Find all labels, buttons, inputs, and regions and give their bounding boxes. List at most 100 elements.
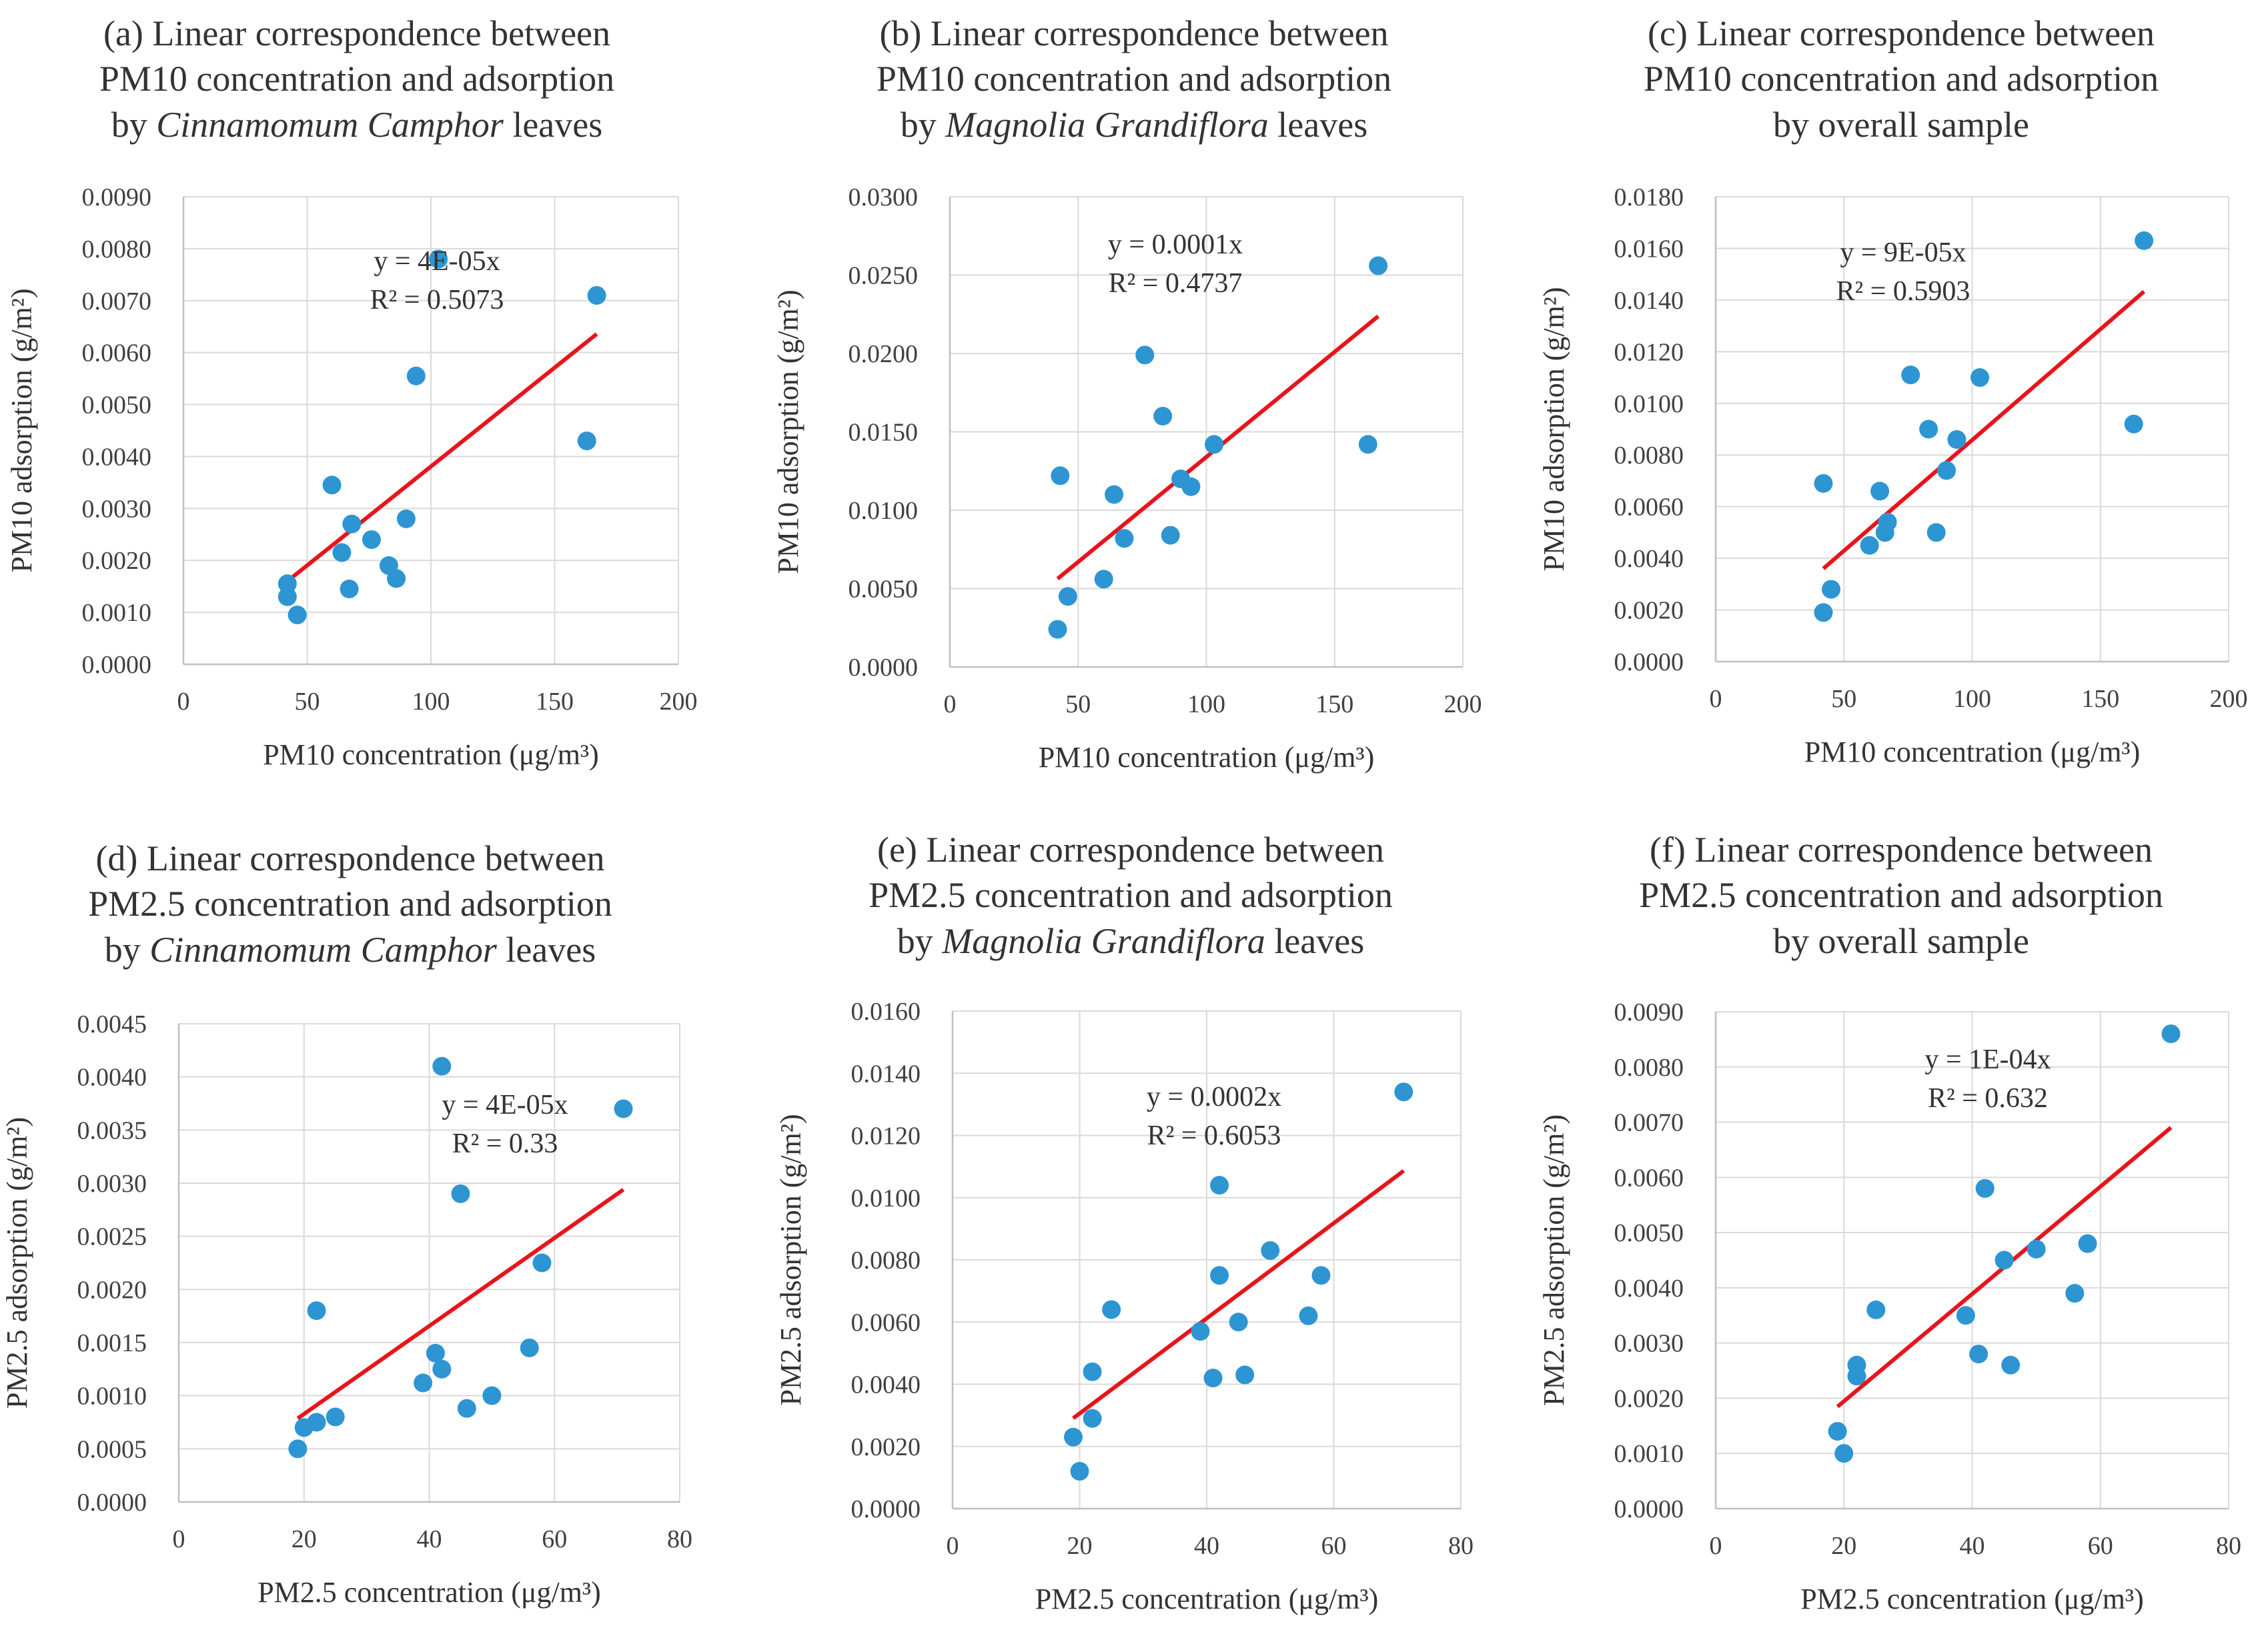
data-point	[332, 543, 352, 562]
data-point	[1161, 526, 1180, 545]
title-prefix: by	[901, 105, 946, 145]
y-tick-label: 0.0030	[77, 1170, 147, 1198]
x-tick-label: 100	[1953, 685, 1991, 713]
chart-title-line1: (a) Linear correspondence between	[103, 13, 610, 53]
y-tick-label: 0.0070	[82, 287, 152, 315]
y-tick-label: 0.0040	[77, 1064, 147, 1092]
chart-panel-e: (e) Linear correspondence between PM2.5 c…	[774, 830, 1474, 1615]
y-tick-label: 0.0035	[77, 1116, 147, 1144]
y-tick-label: 0.0005	[77, 1435, 147, 1463]
chart-title-line1: (b) Linear correspondence between	[879, 13, 1388, 53]
x-axis-label: PM10 concentration (μg/m³)	[1039, 741, 1375, 774]
data-point	[1860, 536, 1879, 555]
y-tick-label: 0.0040	[851, 1371, 921, 1399]
x-tick-label: 200	[2210, 685, 2248, 713]
y-tick-label: 0.0080	[82, 235, 152, 263]
chart-title-line2: PM10 concentration and adsorption	[877, 59, 1391, 99]
x-tick-label: 200	[1444, 690, 1482, 718]
data-point	[432, 1359, 452, 1379]
y-tick-label: 0.0080	[1614, 442, 1684, 470]
x-axis-label: PM2.5 concentration (μg/m³)	[257, 1576, 601, 1609]
y-tick-label: 0.0010	[1614, 1440, 1684, 1468]
data-point	[1205, 435, 1224, 454]
data-point	[429, 249, 448, 269]
y-axis-label: PM2.5 adsorption (g/m²)	[774, 1114, 807, 1405]
trendline	[296, 1188, 625, 1421]
chart-panel-f: (f) Linear correspondence between PM2.5 c…	[1538, 830, 2241, 1615]
data-point	[1358, 435, 1377, 454]
chart-title-line2: PM2.5 concentration and adsorption	[869, 875, 1393, 915]
title-suffix: leaves	[497, 930, 596, 970]
data-point	[1181, 477, 1201, 496]
data-point	[414, 1373, 433, 1393]
data-point	[1901, 365, 1920, 385]
x-tick-label: 150	[1315, 690, 1353, 718]
data-point	[277, 587, 297, 606]
data-point	[307, 1413, 326, 1432]
chart-title-line3: by Cinnamomum Camphor leaves	[105, 930, 596, 970]
data-point	[520, 1338, 539, 1357]
data-point	[1115, 529, 1134, 548]
data-point	[1235, 1365, 1255, 1385]
y-axis-label: PM2.5 adsorption (g/m²)	[1538, 1114, 1570, 1406]
y-tick-label: 0.0180	[1614, 183, 1684, 211]
chart-title-line2: PM2.5 concentration and adsorption	[1639, 875, 2163, 915]
x-tick-label: 20	[1067, 1532, 1093, 1560]
data-point	[326, 1407, 345, 1427]
data-point	[457, 1399, 476, 1418]
x-tick-label: 80	[667, 1525, 692, 1553]
x-tick-label: 0	[173, 1525, 185, 1553]
y-tick-label: 0.0140	[851, 1060, 921, 1088]
y-tick-label: 0.0000	[77, 1489, 147, 1517]
x-tick-label: 40	[417, 1525, 442, 1553]
data-point	[1970, 368, 1990, 387]
y-tick-label: 0.0080	[851, 1247, 921, 1275]
data-point	[1828, 1422, 1847, 1441]
y-tick-label: 0.0045	[77, 1010, 147, 1038]
data-point	[1051, 466, 1070, 486]
y-axis-label: PM10 adsorption (g/m²)	[5, 288, 38, 572]
data-point	[1210, 1266, 1229, 1285]
title-prefix: by overall sample	[1773, 105, 2029, 145]
trendline-equation: y = 1E-04x	[1924, 1044, 2051, 1075]
data-point	[532, 1253, 552, 1273]
data-point	[2065, 1284, 2085, 1303]
data-point	[1969, 1345, 1989, 1364]
data-point	[587, 285, 606, 305]
y-tick-label: 0.0300	[848, 183, 919, 211]
title-species: Magnolia Grandiflora	[941, 921, 1265, 961]
y-axis-label: PM2.5 adsorption (g/m²)	[1, 1117, 33, 1409]
y-tick-label: 0.0040	[1614, 1275, 1684, 1303]
data-point	[1956, 1306, 1975, 1325]
x-tick-label: 40	[1960, 1532, 1985, 1560]
data-point	[1947, 430, 1966, 449]
data-point	[1191, 1322, 1210, 1341]
y-tick-label: 0.0050	[82, 391, 152, 420]
data-point	[2124, 414, 2143, 434]
data-point	[288, 1439, 308, 1459]
data-point	[1878, 512, 1897, 532]
chart-panel-c: (c) Linear correspondence between PM10 co…	[1538, 13, 2248, 768]
y-tick-label: 0.0060	[82, 339, 152, 367]
y-tick-label: 0.0050	[1614, 1219, 1684, 1247]
r-squared-label: R² = 0.632	[1928, 1083, 2048, 1114]
x-tick-label: 50	[295, 688, 320, 716]
data-point	[342, 514, 362, 534]
x-tick-label: 150	[536, 688, 574, 716]
y-tick-label: 0.0000	[1614, 648, 1684, 676]
data-point	[277, 574, 297, 594]
data-point	[1063, 1427, 1083, 1447]
data-point	[2027, 1239, 2046, 1259]
trendline	[1822, 289, 2146, 570]
data-point	[340, 580, 359, 599]
chart-panel-d: (d) Linear correspondence between PM2.5 c…	[1, 838, 692, 1609]
title-species: Cinnamomum Camphor	[156, 105, 504, 145]
y-tick-label: 0.0020	[77, 1276, 147, 1304]
x-tick-label: 40	[1194, 1532, 1219, 1560]
x-tick-label: 150	[2081, 685, 2119, 713]
chart-panel-b: (b) Linear correspondence between PM10 co…	[772, 13, 1482, 774]
y-tick-label: 0.0100	[851, 1184, 921, 1212]
x-axis-label: PM10 concentration (μg/m³)	[1804, 736, 2141, 768]
y-tick-label: 0.0080	[1614, 1054, 1684, 1082]
r-squared-label: R² = 0.5903	[1836, 276, 1970, 307]
